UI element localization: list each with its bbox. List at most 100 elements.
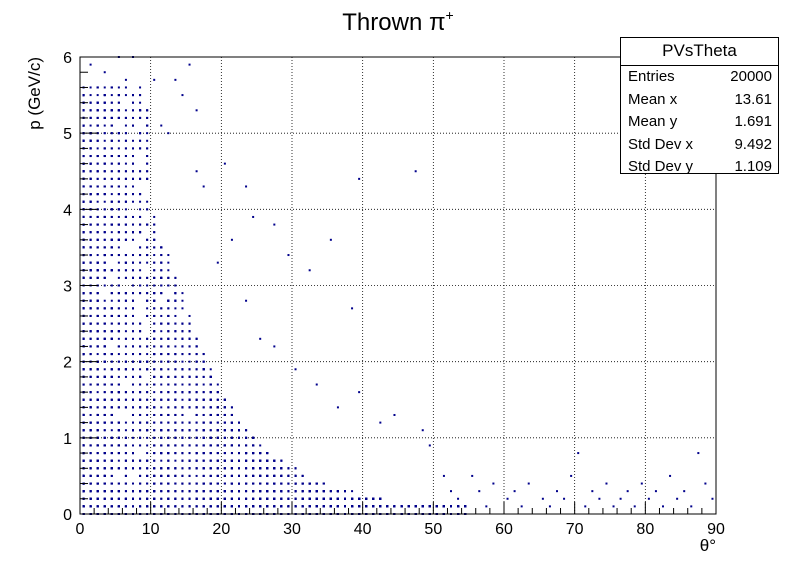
data-point xyxy=(252,459,255,462)
data-point xyxy=(124,116,127,119)
data-point xyxy=(103,71,106,74)
data-point xyxy=(223,459,226,462)
data-point xyxy=(110,322,113,325)
data-point xyxy=(245,497,248,500)
data-point xyxy=(146,200,149,203)
data-point xyxy=(195,170,198,173)
data-point xyxy=(669,474,672,477)
data-point xyxy=(96,330,99,333)
data-point xyxy=(89,223,92,226)
data-point xyxy=(96,505,99,508)
data-point xyxy=(96,254,99,257)
data-point xyxy=(252,490,255,493)
data-point xyxy=(124,139,127,142)
data-point xyxy=(139,368,142,371)
data-point xyxy=(96,200,99,203)
data-point xyxy=(117,383,120,386)
data-point xyxy=(160,368,163,371)
data-point xyxy=(188,482,191,485)
data-point xyxy=(146,345,149,348)
data-point xyxy=(146,444,149,447)
data-point xyxy=(605,482,608,485)
data-point xyxy=(188,63,191,66)
data-point xyxy=(89,170,92,173)
data-point xyxy=(181,360,184,363)
data-point xyxy=(117,101,120,104)
data-point xyxy=(181,429,184,432)
data-point xyxy=(117,307,120,310)
data-point xyxy=(153,78,156,81)
data-point xyxy=(174,383,177,386)
data-point xyxy=(96,231,99,234)
data-point xyxy=(124,94,127,97)
data-point xyxy=(96,383,99,386)
data-point xyxy=(146,429,149,432)
grid-lines xyxy=(80,57,716,514)
data-point xyxy=(202,490,205,493)
data-point xyxy=(160,269,163,272)
data-point xyxy=(110,208,113,211)
data-point xyxy=(322,482,325,485)
data-point xyxy=(188,360,191,363)
data-point xyxy=(132,116,134,119)
data-point xyxy=(428,444,431,447)
data-point xyxy=(541,497,544,500)
data-point xyxy=(513,490,516,493)
data-point xyxy=(103,459,106,462)
data-point xyxy=(216,467,219,470)
data-point xyxy=(124,147,127,150)
data-point xyxy=(89,330,92,333)
data-point xyxy=(153,452,156,455)
data-point xyxy=(230,413,233,416)
data-point xyxy=(146,109,149,112)
data-point xyxy=(82,155,85,158)
data-point xyxy=(124,177,127,180)
data-point xyxy=(139,490,142,493)
data-point xyxy=(146,139,149,142)
data-point xyxy=(294,368,297,371)
data-point xyxy=(117,292,120,295)
data-point xyxy=(202,353,205,356)
data-point xyxy=(132,276,134,279)
data-point xyxy=(167,307,170,310)
data-point xyxy=(167,383,170,386)
data-point xyxy=(139,101,142,104)
data-point xyxy=(230,490,233,493)
data-point xyxy=(132,368,134,371)
data-point xyxy=(209,398,212,401)
data-point xyxy=(654,490,657,493)
data-point xyxy=(167,269,170,272)
data-point xyxy=(174,398,177,401)
data-point xyxy=(124,353,127,356)
data-point xyxy=(110,360,113,363)
data-point xyxy=(110,429,113,432)
data-point xyxy=(506,497,509,500)
data-point xyxy=(230,452,233,455)
data-point xyxy=(124,482,127,485)
data-point xyxy=(202,459,205,462)
data-point xyxy=(139,391,142,394)
data-point xyxy=(96,101,99,104)
data-point xyxy=(124,345,127,348)
data-point xyxy=(202,391,205,394)
data-point xyxy=(167,261,170,264)
data-point xyxy=(146,116,149,119)
data-point xyxy=(485,505,488,508)
data-point xyxy=(96,452,99,455)
data-point xyxy=(103,139,106,142)
data-point xyxy=(124,124,127,127)
data-point xyxy=(132,330,134,333)
data-point xyxy=(139,276,142,279)
data-point xyxy=(117,177,120,180)
data-point xyxy=(252,215,255,218)
data-point xyxy=(153,413,156,416)
data-point xyxy=(216,383,219,386)
data-point xyxy=(160,383,163,386)
data-point xyxy=(117,200,120,203)
data-point xyxy=(160,406,163,409)
data-point xyxy=(570,474,573,477)
data-point xyxy=(82,170,85,173)
data-point xyxy=(124,185,127,188)
data-point xyxy=(117,116,120,119)
data-point xyxy=(110,452,113,455)
